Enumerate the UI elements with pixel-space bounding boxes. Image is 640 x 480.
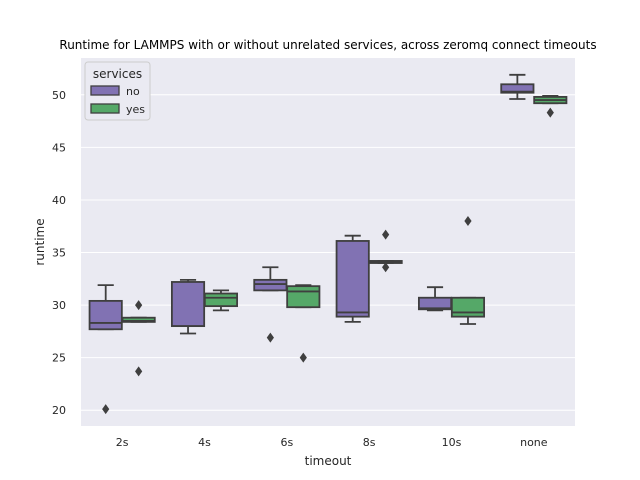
box-body bbox=[121, 316, 156, 323]
legend: services no yes bbox=[84, 61, 151, 121]
chart-title: Runtime for LAMMPS with or without unrel… bbox=[59, 38, 596, 52]
legend-title: services bbox=[93, 67, 142, 81]
x-tick-labels: 2s 4s 6s 8s 10s none bbox=[116, 436, 548, 449]
y-axis-label: runtime bbox=[33, 218, 47, 265]
legend-items: no yes bbox=[90, 85, 145, 116]
box-no-2s bbox=[88, 284, 123, 415]
box-body bbox=[500, 83, 535, 94]
y-tick-label: 45 bbox=[52, 141, 66, 154]
legend-swatch-no bbox=[90, 85, 120, 96]
box-yes-4s bbox=[203, 289, 239, 312]
box-body bbox=[286, 285, 321, 309]
outlier-point bbox=[135, 366, 143, 377]
y-tick-label: 40 bbox=[52, 194, 66, 207]
x-tick-label: none bbox=[520, 436, 548, 449]
legend-label-yes: yes bbox=[126, 103, 145, 116]
box-yes-8s bbox=[368, 229, 403, 273]
y-tick-label: 25 bbox=[52, 352, 66, 365]
box-body bbox=[253, 278, 288, 292]
box-yes-10s bbox=[450, 215, 486, 325]
outlier-point bbox=[299, 352, 307, 363]
legend-label-no: no bbox=[126, 85, 140, 98]
x-tick-label: 10s bbox=[442, 436, 462, 449]
y-tick-labels: 20 25 30 35 40 45 50 bbox=[52, 89, 66, 417]
box-no-none bbox=[500, 73, 535, 100]
y-tick-label: 35 bbox=[52, 247, 66, 260]
box-body bbox=[203, 292, 239, 308]
box-no-6s bbox=[253, 266, 288, 343]
box-yes-6s bbox=[286, 284, 321, 363]
y-tick-label: 50 bbox=[52, 89, 66, 102]
y-tick-label: 20 bbox=[52, 404, 66, 417]
box-body bbox=[170, 281, 206, 328]
box-yes-none bbox=[533, 94, 568, 118]
box-yes-2s bbox=[121, 300, 156, 377]
gridlines bbox=[81, 94, 575, 411]
box-no-4s bbox=[170, 278, 206, 335]
x-tick-label: 2s bbox=[116, 436, 129, 449]
box-body bbox=[88, 299, 123, 331]
outlier-point bbox=[102, 404, 110, 415]
x-tick-label: 8s bbox=[363, 436, 376, 449]
legend-swatch-yes bbox=[90, 103, 120, 114]
box-body bbox=[450, 296, 486, 318]
x-tick-label: 4s bbox=[198, 436, 211, 449]
outlier-point bbox=[382, 229, 390, 240]
outlier-point bbox=[266, 332, 274, 343]
x-tick-label: 6s bbox=[280, 436, 293, 449]
plot-area bbox=[81, 58, 575, 426]
boxes bbox=[88, 73, 568, 415]
outlier-point bbox=[135, 300, 143, 311]
x-axis-label: timeout bbox=[305, 454, 352, 468]
y-tick-label: 30 bbox=[52, 299, 66, 312]
outlier-point bbox=[382, 262, 390, 273]
outlier-point bbox=[546, 107, 554, 118]
box-no-8s bbox=[335, 234, 370, 323]
outlier-point bbox=[464, 215, 472, 226]
box-body bbox=[335, 240, 370, 318]
